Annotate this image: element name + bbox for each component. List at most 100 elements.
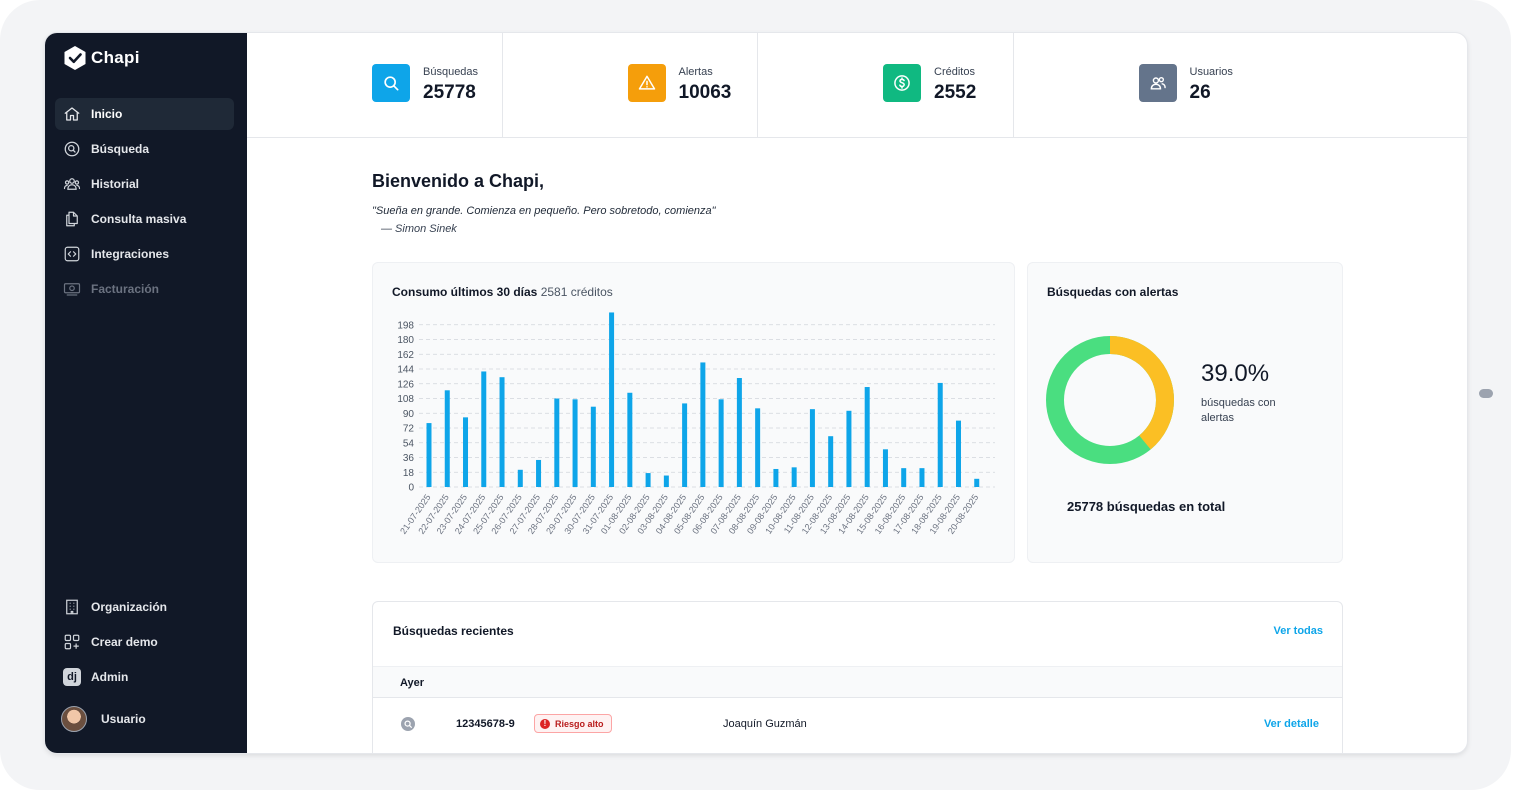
donut-percent: 39.0% <box>1201 360 1270 387</box>
sidebar-item-label: Organización <box>91 600 168 614</box>
y-tick-label: 162 <box>397 350 414 361</box>
avatar <box>61 706 87 732</box>
row-rut: 12345678-9 <box>456 718 515 730</box>
sidebar-item-inicio[interactable]: Inicio <box>55 98 234 130</box>
home-icon <box>64 107 80 121</box>
y-tick-label: 18 <box>403 468 415 479</box>
y-tick-label: 126 <box>397 379 414 390</box>
bar <box>463 417 469 487</box>
y-tick-label: 0 <box>408 483 414 494</box>
sidebar-item-label: Crear demo <box>91 635 158 649</box>
bar <box>682 403 688 487</box>
sidebar-item-label: Historial <box>91 177 140 191</box>
sidebar-item-label: Consulta masiva <box>91 212 187 226</box>
y-tick-label: 72 <box>403 424 415 435</box>
donut-title: Búsquedas con alertas <box>1047 285 1179 299</box>
sidebar-item-label: Búsqueda <box>91 142 150 156</box>
bar-chart: 0183654729010812614416218019821-07-20252… <box>397 312 995 536</box>
table-row[interactable]: 12345678-9 ! Riesgo alto Joaquín Guzmán … <box>373 698 1342 750</box>
sidebar-item-label: Admin <box>91 670 129 684</box>
group-label: Ayer <box>400 677 425 689</box>
page-title: Bienvenido a Chapi, <box>372 171 545 191</box>
alerts-donut-card: Búsquedas con alertas 39.0% búsquedas co… <box>1027 262 1343 563</box>
bar <box>700 362 706 487</box>
recent-searches-card: Búsquedas recientes Ver todas Ayer 12345… <box>372 601 1343 753</box>
bar <box>499 377 505 487</box>
bar <box>901 468 907 487</box>
stats-bar: Búsquedas 25778 Alertas 10063 Créditos 2… <box>247 33 1467 138</box>
bar <box>590 406 596 487</box>
app-window: Chapi Inicio Búsqueda Historial Consulta… <box>45 33 1467 753</box>
view-detail-link[interactable]: Ver detalle <box>1263 718 1319 730</box>
bar <box>426 423 432 487</box>
welcome-quote: "Sueña en grande. Comienza en pequeño. P… <box>372 205 716 217</box>
device-camera-dot <box>1479 389 1493 398</box>
y-tick-label: 198 <box>397 320 414 331</box>
users-icon <box>1150 76 1166 90</box>
sidebar-item-historial[interactable]: Historial <box>55 168 234 200</box>
bar <box>882 449 888 487</box>
users-icon <box>63 178 81 190</box>
stat-label: Usuarios <box>1189 66 1233 78</box>
sidebar-item-consulta-masiva[interactable]: Consulta masiva <box>55 203 234 235</box>
stat-busquedas[interactable]: Búsquedas 25778 <box>247 33 503 137</box>
bar <box>955 420 961 487</box>
logo-check-icon <box>64 46 86 70</box>
donut-segment-alerts <box>1046 336 1174 464</box>
y-tick-label: 90 <box>403 409 415 420</box>
view-all-link[interactable]: Ver todas <box>1273 625 1323 637</box>
bar <box>864 387 870 487</box>
y-tick-label: 108 <box>397 394 414 405</box>
stat-value: 26 <box>1189 82 1211 103</box>
bar <box>645 473 651 487</box>
sidebar-item-facturacion[interactable]: Facturación <box>55 273 234 305</box>
chart-title: Consumo últimos 30 días 2581 créditos <box>392 285 613 299</box>
stat-label: Créditos <box>934 66 975 78</box>
stat-icon-box <box>372 64 410 102</box>
group-header: Ayer <box>373 666 1342 698</box>
search-icon <box>401 717 415 731</box>
sidebar-item-crear-demo[interactable]: Crear demo <box>55 626 234 658</box>
bar <box>536 459 542 487</box>
warning-icon <box>638 75 655 90</box>
building-icon <box>66 599 78 615</box>
bar <box>755 408 761 487</box>
dj-icon: dj <box>63 668 81 686</box>
dollar-icon <box>894 75 910 91</box>
stat-icon-box <box>883 64 921 102</box>
bar <box>791 467 797 487</box>
sidebar: Chapi Inicio Búsqueda Historial Consulta… <box>45 33 247 753</box>
bar <box>846 410 852 487</box>
y-tick-label: 144 <box>397 365 414 376</box>
bar <box>736 378 742 487</box>
sidebar-item-admin[interactable]: dj Admin <box>55 661 234 693</box>
quote-author: — Simon Sinek <box>381 223 457 235</box>
main-content: Bienvenido a Chapi, "Sueña en grande. Co… <box>247 138 1467 753</box>
bar <box>974 478 980 487</box>
stat-label: Búsquedas <box>423 66 479 78</box>
stat-icon-box <box>627 64 666 102</box>
app-logo[interactable]: Chapi <box>63 45 140 71</box>
badge-label: Riesgo alto <box>555 718 604 729</box>
chart-title-text: Consumo últimos 30 días <box>392 285 538 299</box>
stat-icon-box <box>1138 64 1177 102</box>
sidebar-item-label: Integraciones <box>91 247 170 261</box>
chart-subtitle: 2581 créditos <box>540 285 613 299</box>
stat-creditos[interactable]: Créditos 2552 <box>758 33 1014 137</box>
alert-icon: ! <box>540 718 550 729</box>
bar <box>627 392 633 487</box>
bar <box>809 409 815 487</box>
sidebar-item-organizacion[interactable]: Organización <box>55 591 234 623</box>
sidebar-item-busqueda[interactable]: Búsqueda <box>55 133 234 165</box>
stat-value: 10063 <box>678 82 732 103</box>
sidebar-item-label: Facturación <box>91 282 160 296</box>
stat-alertas[interactable]: Alertas 10063 <box>503 33 758 137</box>
sidebar-item-label: Inicio <box>91 107 123 121</box>
user-name: Usuario <box>101 712 146 726</box>
bar <box>937 382 943 487</box>
stat-usuarios[interactable]: Usuarios 26 <box>1014 33 1270 137</box>
bar <box>554 398 560 487</box>
stat-value: 2552 <box>934 82 977 103</box>
sidebar-item-integraciones[interactable]: Integraciones <box>55 238 234 270</box>
user-menu[interactable]: Usuario <box>55 701 234 737</box>
